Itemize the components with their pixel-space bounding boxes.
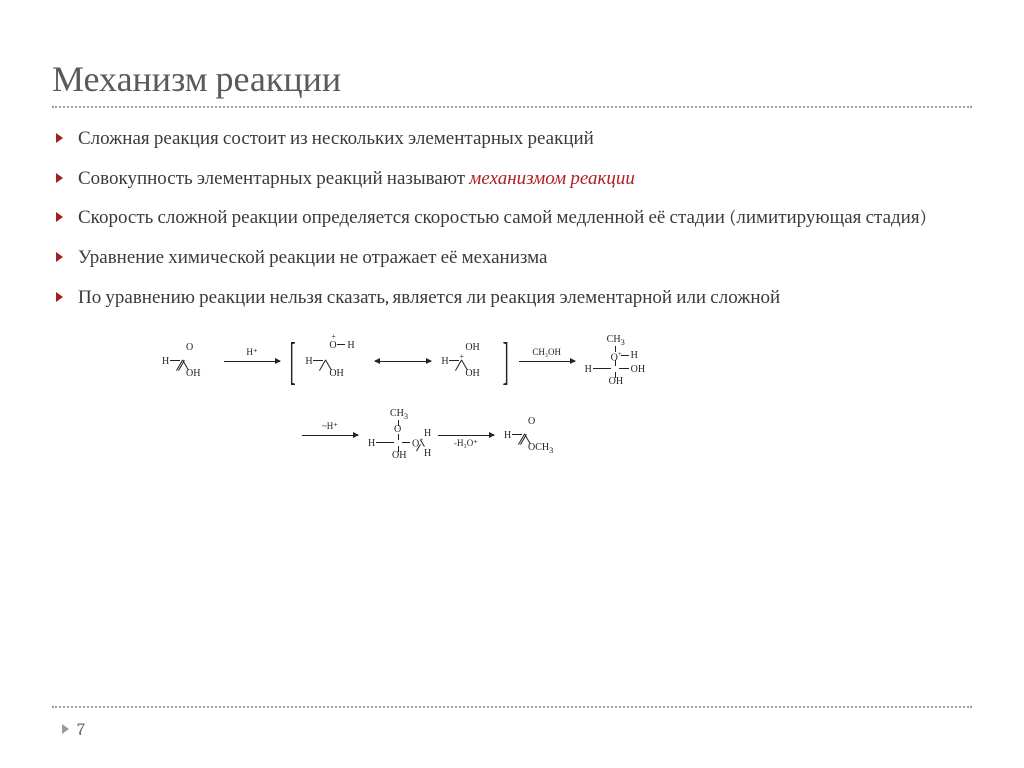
reaction-row-1: H O OH H⁺ [ H O + H <box>162 338 922 384</box>
bullet-item: Скорость сложной реакции определяется ск… <box>52 205 972 231</box>
bracket-close-icon: ] <box>503 346 509 377</box>
molecule-protonated-1: H O + H OH <box>305 338 365 384</box>
footer-divider <box>52 706 972 708</box>
reaction-mechanism-diagram: H O OH H⁺ [ H O + H <box>162 338 922 458</box>
bullet-text: Совокупность элементарных реакций называ… <box>78 167 469 189</box>
bullet-list: Сложная реакция состоит из нескольких эл… <box>52 126 972 310</box>
arrow-icon: -H₃O⁺ <box>438 435 494 436</box>
bullet-text: Сложная реакция состоит из нескольких эл… <box>78 127 594 149</box>
bullet-text: По уравнению реакции нельзя сказать, явл… <box>78 286 780 308</box>
bullet-item: По уравнению реакции нельзя сказать, явл… <box>52 285 972 311</box>
molecule-protonated-2: H + OH OH <box>441 338 493 384</box>
molecule-hcooh: H O OH <box>162 338 214 384</box>
page-number: 7 <box>62 721 85 740</box>
emphasis-text: механизмом реакции <box>469 167 635 189</box>
bullet-text: Уравнение химической реакции не отражает… <box>78 246 547 268</box>
bullet-item: Сложная реакция состоит из нескольких эл… <box>52 126 972 152</box>
molecule-tetrahedral-2: CH3 O H O+ H H OH <box>368 412 428 458</box>
arrow-icon: CH₃OH <box>519 361 575 362</box>
arrow-label: CH₃OH <box>532 347 561 357</box>
slide: Механизм реакции Сложная реакция состоит… <box>0 0 1024 768</box>
double-arrow-icon <box>375 361 431 362</box>
molecule-tetrahedral-1: CH3 O+ H H OH OH <box>585 338 645 384</box>
arrow-icon: ~H⁺ <box>302 435 358 436</box>
reaction-row-2: ~H⁺ CH3 O H O+ H H OH -H₃O⁺ <box>302 412 922 458</box>
arrow-label: -H₃O⁺ <box>454 438 478 449</box>
arrow-icon: H⁺ <box>224 361 280 362</box>
arrow-label: ~H⁺ <box>322 421 338 432</box>
pagenum-marker-icon <box>62 724 69 734</box>
bracket-open-icon: [ <box>290 346 296 377</box>
arrow-label: H⁺ <box>246 347 257 358</box>
bullet-item: Уравнение химической реакции не отражает… <box>52 245 972 271</box>
page-number-value: 7 <box>77 721 85 740</box>
bullet-text: Скорость сложной реакции определяется ск… <box>78 206 927 228</box>
title-block: Механизм реакции <box>52 58 972 108</box>
title-divider <box>52 106 972 108</box>
bullet-item: Совокупность элементарных реакций называ… <box>52 166 972 192</box>
page-title: Механизм реакции <box>52 58 972 100</box>
molecule-methyl-formate: H O OCH3 <box>504 412 564 458</box>
